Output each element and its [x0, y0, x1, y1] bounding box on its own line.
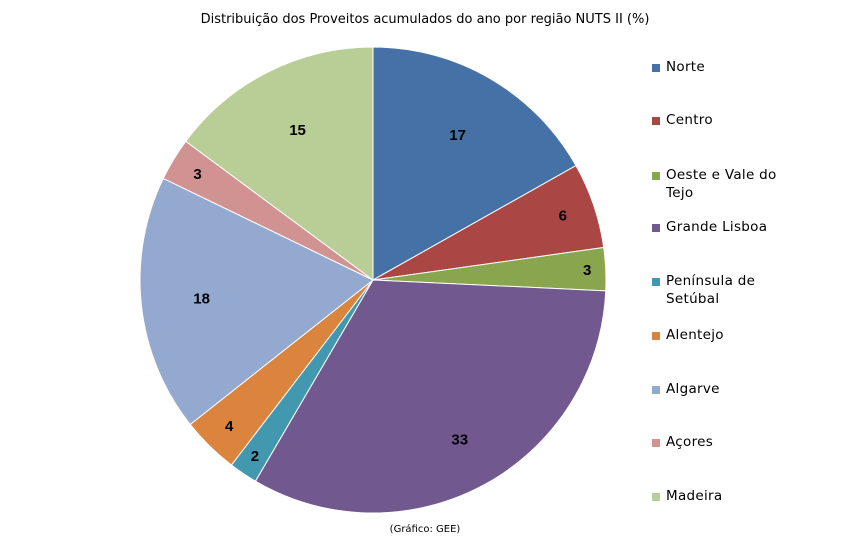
chart-title: Distribuição dos Proveitos acumulados do…	[200, 12, 650, 27]
legend-label-line: Tejo	[666, 185, 694, 201]
legend-label-1: Norte	[666, 58, 786, 76]
data-label-5: 2	[251, 448, 259, 465]
legend-label-8: Açores	[666, 433, 786, 451]
legend-label-line: Açores	[666, 434, 714, 450]
legend-label-7: Algarve	[666, 380, 786, 398]
data-label-8: 3	[193, 166, 201, 183]
legend-label-6: Alentejo	[666, 326, 786, 344]
legend-label-line: Norte	[666, 59, 706, 75]
legend-label-line: Península de	[666, 273, 756, 289]
legend-label-line: Setúbal	[666, 291, 720, 307]
legend-label-line: Oeste e Vale do	[666, 167, 777, 183]
legend-swatch-2	[652, 117, 660, 125]
legend-swatch-7	[652, 386, 660, 394]
pie-slice-9	[185, 46, 374, 281]
data-label-6: 4	[225, 418, 234, 435]
legend-swatch-1	[652, 64, 660, 72]
legend-label-line: Algarve	[666, 381, 720, 397]
legend-swatch-8	[652, 439, 660, 447]
legend-swatch-6	[652, 332, 660, 340]
legend-label-4: Grande Lisboa	[666, 218, 786, 236]
legend-swatch-5	[652, 278, 660, 286]
legend-label-line: Madeira	[666, 488, 723, 504]
source-note: (Gráfico: GEE)	[389, 524, 461, 535]
legend-label-9: Madeira	[666, 487, 786, 505]
data-label-9: 15	[289, 122, 306, 139]
pie-slice-1	[372, 46, 577, 281]
data-label-2: 6	[559, 208, 567, 225]
pie-slice-4	[254, 279, 607, 514]
pie-slice-7	[139, 177, 374, 426]
data-label-3: 3	[583, 262, 591, 279]
legend-label-5: Península de Setúbal	[666, 272, 786, 308]
data-label-4: 33	[451, 432, 468, 449]
data-label-7: 18	[193, 291, 210, 308]
legend-label-3: Oeste e Vale do Tejo	[666, 166, 786, 202]
legend-swatch-4	[652, 224, 660, 232]
data-label-1: 17	[449, 127, 466, 144]
legend-label-2: Centro	[666, 111, 786, 129]
legend-label-line: Centro	[666, 112, 713, 128]
legend-swatch-3	[652, 172, 660, 180]
legend-label-line: Alentejo	[666, 327, 724, 343]
legend-swatch-9	[652, 493, 660, 501]
legend-label-line: Grande Lisboa	[666, 219, 768, 235]
